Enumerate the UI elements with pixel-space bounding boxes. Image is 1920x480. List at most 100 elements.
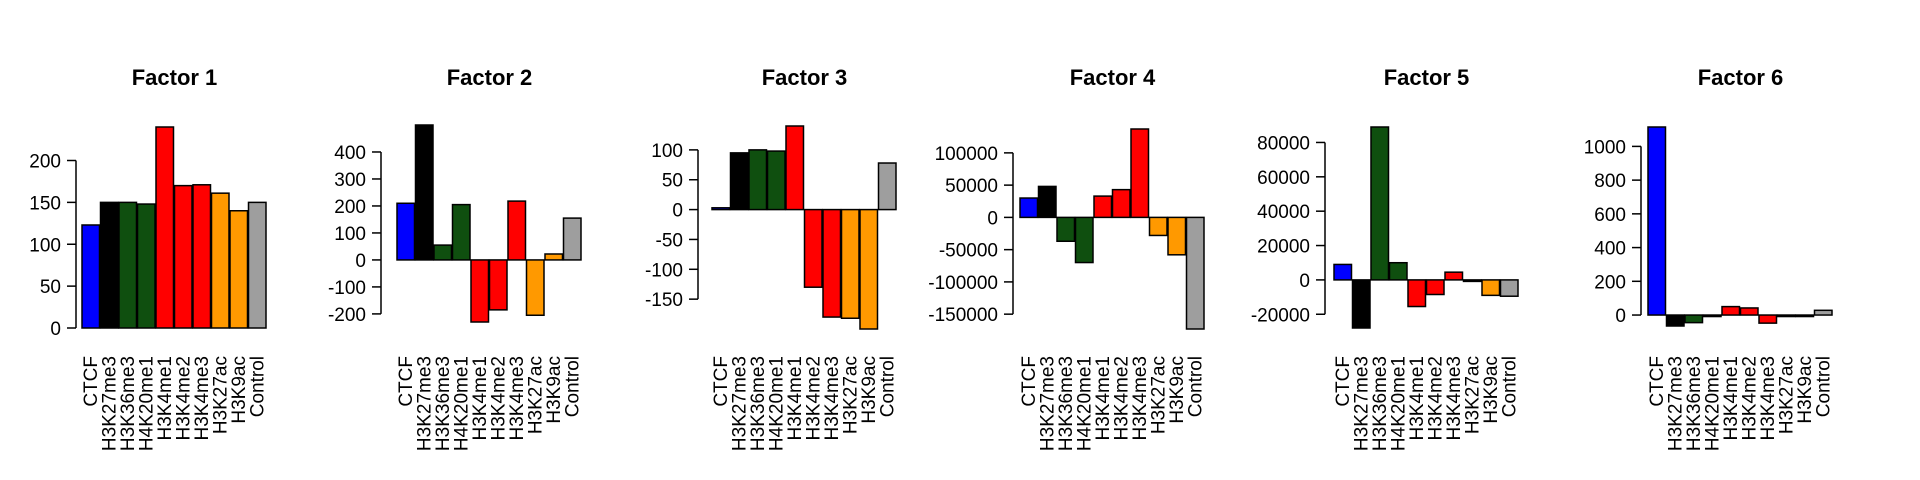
y-tick-label: 100 [334,224,366,245]
category-label: H3K27me3 [729,356,750,451]
category-label: H3K9ac [859,356,880,424]
bar-control [1499,279,1519,297]
bar-ctcf [396,202,416,261]
category-label: H3K9ac [1795,356,1816,424]
category-label: CTCF [81,356,102,407]
bar-h3k9ac [1167,216,1187,256]
bar-h3k9ac [1481,279,1501,297]
category-label: H3K27me3 [1351,356,1372,451]
category-label: H3K36me3 [1056,356,1077,451]
chart-title: Factor 5 [1384,65,1470,90]
y-tick-label: -20000 [1251,305,1310,326]
bar-control [1813,309,1833,316]
category-label: H3K4me3 [192,356,213,441]
bar-h3k4me1 [1721,305,1741,316]
y-tick-label: 80000 [1257,133,1310,154]
category-label: H4K20me1 [1074,356,1095,451]
category-label: CTCF [711,356,732,407]
category-label: CTCF [1019,356,1040,407]
bar-h4k20me1 [766,150,786,211]
bar-ctcf [1019,197,1039,219]
y-tick-label: -150 [645,290,683,311]
y-tick-label: 100 [29,235,61,256]
category-label: H3K27ac [525,356,546,434]
category-label: H3K36me3 [1684,356,1705,451]
y-tick-label: -150000 [928,305,998,326]
category-label: H3K27ac [210,356,231,434]
bar-h3k4me2 [803,208,823,288]
category-label: H3K36me3 [748,356,769,451]
category-label: H3K4me3 [1130,356,1151,441]
y-tick-label: 0 [1615,306,1626,327]
category-label: H3K4me2 [1739,356,1760,441]
category-label: H3K27me3 [1665,356,1686,451]
bar-h3k4me3 [1444,271,1464,281]
bar-h3k4me3 [192,184,212,329]
category-label: H3K4me3 [822,356,843,441]
y-tick-label: 100000 [935,144,998,165]
category-label: H3K27ac [1776,356,1797,434]
category-label: CTCF [1647,356,1668,407]
bar-h3k4me3 [1758,314,1778,324]
bar-h3k36me3 [1684,314,1704,324]
bar-control [247,201,267,329]
bar-h3k27me3 [1665,314,1685,327]
category-label: H3K36me3 [433,356,454,451]
bar-h3k27ac [1462,279,1482,283]
category-label: H3K9ac [544,356,565,424]
y-tick-label: 0 [1299,271,1310,292]
bar-control [562,217,582,261]
bar-h3k4me3 [507,200,527,261]
category-label: Control [562,356,583,417]
y-tick-label: 50 [40,277,61,298]
y-tick-label: 200 [29,152,61,173]
bar-ctcf [711,207,731,211]
bar-h3k4me2 [1739,307,1759,316]
bar-h3k27ac [525,259,545,317]
bar-h3k27ac [1148,216,1168,237]
bar-h3k36me3 [1370,126,1390,281]
y-tick-label: -100 [328,278,366,299]
category-label: H4K20me1 [451,356,472,451]
category-label: H3K27ac [1148,356,1169,434]
category-label: H3K4me1 [785,356,806,441]
chart-title: Factor 6 [1698,65,1784,90]
category-label: H3K4me2 [803,356,824,441]
bar-h4k20me1 [1388,261,1408,281]
category-label: H3K4me3 [1758,356,1779,441]
bar-h3k27ac [210,192,230,329]
category-label: H4K20me1 [1702,356,1723,451]
bar-h3k27me3 [1037,185,1057,219]
bar-h3k4me1 [155,126,175,329]
category-label: H3K4me1 [470,356,491,441]
bar-h3k9ac [859,208,879,330]
category-label: H3K4me1 [1407,356,1428,441]
category-label: H3K4me2 [1111,356,1132,441]
y-tick-label: -50000 [939,241,998,262]
bar-h3k9ac [1795,314,1815,318]
y-tick-label: 600 [1594,205,1626,226]
bar-h3k36me3 [118,201,138,329]
bar-ctcf [1333,263,1353,281]
bar-h3k27me3 [1351,279,1371,329]
category-label: Control [1813,356,1834,417]
category-label: H3K4me1 [1093,356,1114,441]
bar-h3k4me2 [1425,279,1445,296]
category-label: H3K36me3 [118,356,139,451]
y-tick-label: 20000 [1257,237,1310,258]
bar-h4k20me1 [1074,216,1094,264]
y-tick-label: 150 [29,193,61,214]
y-tick-label: 200 [334,197,366,218]
bar-h3k4me1 [1093,195,1113,219]
bar-h3k9ac [229,210,249,329]
bar-h3k4me3 [822,208,842,318]
category-label: H3K27me3 [99,356,120,451]
category-label: Control [1185,356,1206,417]
category-label: H3K4me2 [488,356,509,441]
bar-h4k20me1 [451,203,471,261]
bar-h3k9ac [544,253,564,261]
category-label: CTCF [1333,356,1354,407]
bar-h3k27me3 [729,152,749,211]
category-label: Control [1499,356,1520,417]
